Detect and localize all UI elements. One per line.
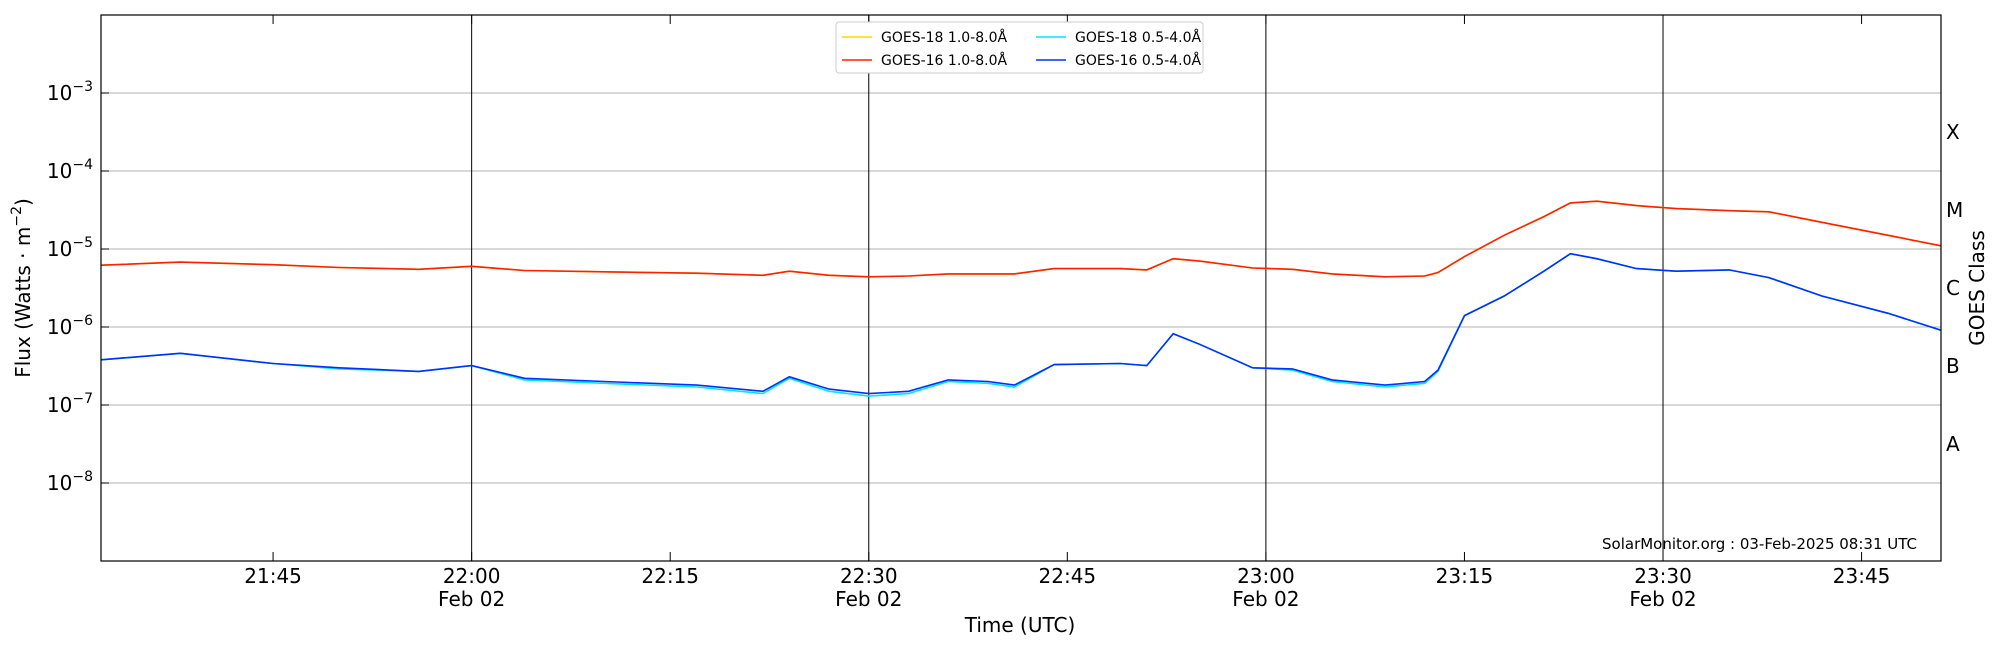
y-tick-exp: −5 bbox=[72, 235, 93, 251]
series-line bbox=[101, 252, 1941, 397]
y-tick-exp: −6 bbox=[72, 313, 93, 329]
y2-axis-label: GOES Class bbox=[1965, 230, 1989, 346]
series-line bbox=[101, 200, 1941, 278]
y-axis-label-exp: −2 bbox=[9, 206, 25, 227]
legend-label: GOES-18 1.0-8.0Å bbox=[881, 29, 1007, 46]
annotation: SolarMonitor.org : 03-Feb-2025 08:31 UTC bbox=[1602, 535, 1917, 553]
plot-frame bbox=[100, 14, 1942, 562]
class-label: M bbox=[1946, 198, 1963, 222]
y-tick-exp: −7 bbox=[72, 391, 93, 407]
x-tick-date: Feb 02 bbox=[1629, 587, 1696, 611]
x-tick-label: 23:45 bbox=[1833, 564, 1891, 588]
class-label: B bbox=[1946, 354, 1960, 378]
y-axis-label-main: Flux (Watts · m bbox=[11, 227, 35, 378]
y-tick-label: 10−3 bbox=[47, 79, 93, 105]
class-label: C bbox=[1946, 276, 1960, 300]
class-label: A bbox=[1946, 432, 1960, 456]
y-axis-label: Flux (Watts · m−2) bbox=[9, 198, 35, 378]
y-tick-base: 10 bbox=[47, 471, 72, 495]
y-tick-label: 10−7 bbox=[47, 391, 93, 417]
x-tick-label: 23:00 bbox=[1237, 564, 1295, 588]
legend: GOES-18 1.0-8.0Å GOES-16 1.0-8.0Å GOES-18 … bbox=[835, 21, 1204, 74]
series-line bbox=[101, 252, 1941, 395]
x-tick-label: 22:30 bbox=[840, 564, 898, 588]
y-tick-exp: −4 bbox=[72, 157, 93, 173]
y-tick-label: 10−6 bbox=[47, 313, 93, 339]
y-tick-label: 10−8 bbox=[47, 469, 93, 495]
legend-label: GOES-18 0.5-4.0Å bbox=[1075, 29, 1201, 46]
y-tick-base: 10 bbox=[47, 315, 72, 339]
x-tick-label: 22:45 bbox=[1039, 564, 1097, 588]
x-tick-date: Feb 02 bbox=[438, 587, 505, 611]
y-tick-base: 10 bbox=[47, 81, 72, 105]
y-tick-label: 10−4 bbox=[47, 157, 93, 183]
x-tick-date: Feb 02 bbox=[835, 587, 902, 611]
y-tick-base: 10 bbox=[47, 159, 72, 183]
series-line bbox=[101, 200, 1941, 278]
legend-label: GOES-16 0.5-4.0Å bbox=[1075, 52, 1201, 69]
legend-label: GOES-16 1.0-8.0Å bbox=[881, 52, 1007, 69]
x-tick-date: Feb 02 bbox=[1232, 587, 1299, 611]
y-tick-exp: −3 bbox=[72, 79, 93, 95]
x-tick-label: 23:15 bbox=[1436, 564, 1494, 588]
y-axis-label-end: ) bbox=[11, 198, 35, 206]
y-tick-base: 10 bbox=[47, 393, 72, 417]
x-tick-label: 21:45 bbox=[244, 564, 302, 588]
x-tick-label: 22:15 bbox=[641, 564, 699, 588]
x-axis-label: Time (UTC) bbox=[964, 613, 1076, 637]
y-tick-base: 10 bbox=[47, 237, 72, 261]
x-tick-label: 22:00 bbox=[443, 564, 501, 588]
legend-box bbox=[835, 21, 1204, 74]
class-label: X bbox=[1946, 120, 1960, 144]
y-tick-label: 10−5 bbox=[47, 235, 93, 261]
y-tick-exp: −8 bbox=[72, 469, 93, 485]
x-tick-label: 23:30 bbox=[1634, 564, 1692, 588]
